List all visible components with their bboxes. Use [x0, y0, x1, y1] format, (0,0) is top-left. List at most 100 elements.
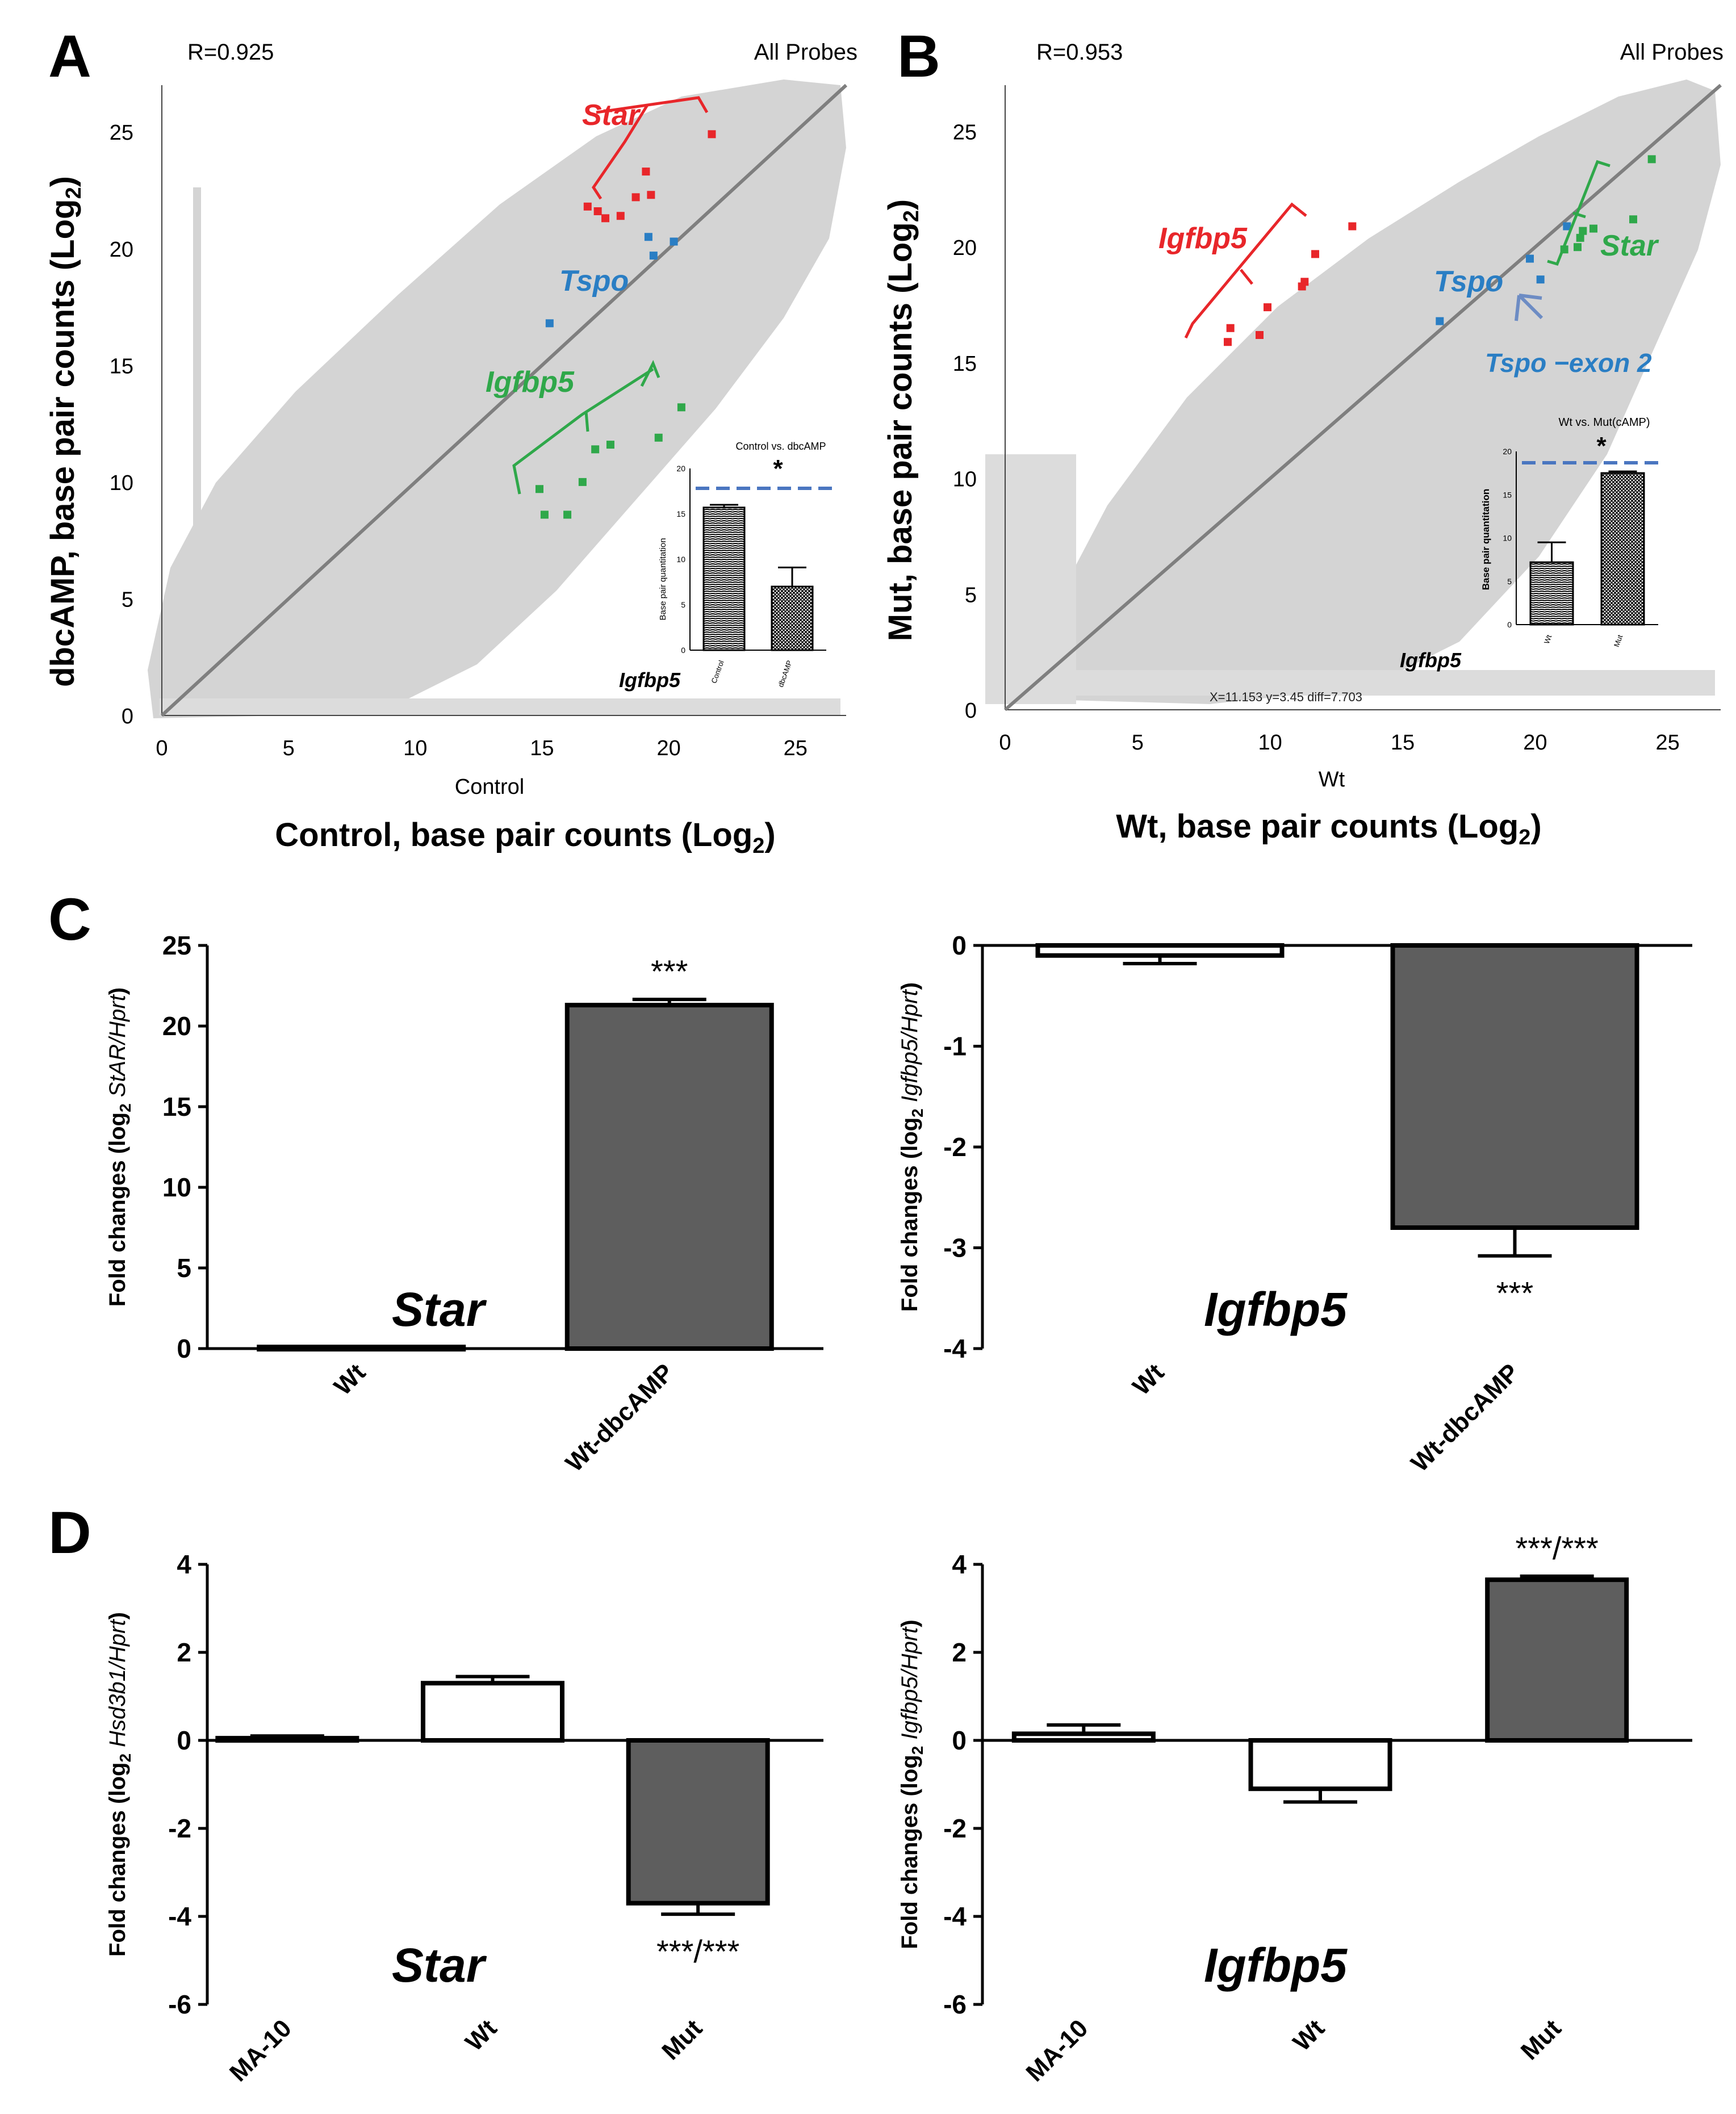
y-axis-label-suffix: ): [897, 982, 922, 990]
point-star: [1629, 215, 1637, 224]
panel-b-inset-title: Wt vs. Mut(cAMP): [1558, 416, 1650, 429]
panel-a-r-value: R=0.925: [187, 40, 274, 65]
x-tick-label: 20: [1523, 731, 1547, 755]
bar: [1248, 1738, 1392, 1791]
y-tick-label: 25: [953, 120, 977, 144]
diagonal-line: [1004, 83, 1722, 711]
y-tick-label: 0: [177, 1726, 191, 1755]
panel-a-axes: 0 5 10 15 20 25 0 5 10 15 20 25: [110, 83, 848, 760]
panel-b-gene-star: Star: [1600, 229, 1659, 262]
category-label: MA-10: [1020, 2014, 1093, 2087]
y-tick-label: 5: [177, 1253, 191, 1283]
y-tick-label: -3: [943, 1233, 967, 1263]
panel-a-inset-bar: 0 5 10 15 20 Control dbcAMP: [676, 464, 826, 688]
inset-category-label: Wt: [1542, 634, 1554, 645]
point-igfbp5: [1224, 338, 1232, 346]
category-label: MA-10: [224, 2014, 297, 2087]
point-tspo: [545, 319, 554, 328]
y-tick-label: -6: [168, 1990, 191, 2019]
category-label: Mut: [1516, 2014, 1567, 2065]
panel-a-y-label-paren: ): [44, 176, 81, 187]
significance-label: ***: [1496, 1275, 1533, 1311]
y-axis-label-sub: 2: [116, 1103, 134, 1112]
inset-category-label: Control: [709, 659, 725, 685]
y-tick-label: 2: [952, 1638, 967, 1667]
y-tick-label: 20: [953, 236, 977, 260]
y-axis-label-prefix: Fold changes (log: [105, 1763, 130, 1957]
diagonal-line: [160, 83, 848, 717]
point-star: [1574, 243, 1582, 252]
point-tspo: [649, 252, 658, 260]
x-tick-label: 15: [530, 736, 554, 760]
significance-label: ***/***: [1516, 1530, 1599, 1566]
point-igfbp5: [1264, 303, 1271, 312]
y-axis-label-suffix: ): [105, 1612, 130, 1619]
point-igfbp5: [1256, 331, 1264, 339]
y-tick-label: 5: [122, 588, 133, 612]
y-tick-label: 10: [162, 1173, 191, 1202]
panel-a-x-label-paren: ): [764, 817, 775, 853]
point-tspo: [644, 233, 652, 241]
point-star: [1589, 224, 1597, 233]
panel-c-letter: C: [48, 886, 91, 953]
y-axis-label-prefix: Fold changes (log: [105, 1112, 130, 1307]
y-tick-label: -2: [168, 1814, 191, 1843]
panel-a-star-bracket: [591, 96, 709, 200]
significance-label: ***/***: [656, 1933, 739, 1969]
panel-b-y-big-label: Mut, base pair counts (Log2): [882, 199, 923, 641]
panel-c-letter-layer: C: [48, 886, 91, 953]
x-tick-label: 0: [999, 731, 1011, 755]
y-tick-label: -4: [168, 1902, 191, 1931]
panel-c-left-bar-chart: 25 20 15 10 5 0 Fold changes (log2 StAR/Hprt) W…: [105, 931, 823, 1477]
panel-a-y-big-label: dbcAMP, base pair counts (Log2): [44, 176, 86, 687]
panel-b-highlight-points: [1224, 155, 1656, 346]
bar: [257, 1345, 466, 1352]
bar: [564, 1003, 774, 1351]
x-tick-label: 25: [1656, 731, 1680, 755]
point-igfbp5: [1300, 278, 1309, 286]
inset-y-tick-label: 0: [681, 646, 685, 655]
panel-a-probes-label: All Probes: [754, 40, 857, 65]
point-tspo: [1563, 222, 1571, 231]
inset-y-tick-label: 10: [676, 555, 685, 564]
bar: [421, 1681, 564, 1743]
y-axis-label-suffix: ): [105, 987, 130, 995]
x-tick-label: 20: [656, 736, 680, 760]
y-tick-label: -4: [943, 1334, 967, 1363]
inset-y-tick-label: 20: [676, 464, 685, 473]
y-axis-label-suffix: ): [897, 1619, 922, 1627]
panel-b-r-value: R=0.953: [1036, 40, 1123, 65]
y-axis-label-gene: Igfbp5/Hprt: [897, 989, 922, 1108]
panel-a-x-label-main: Control, base pair counts (Log: [275, 817, 752, 853]
y-tick-label: 5: [965, 583, 977, 607]
gene-label: Star: [392, 1939, 487, 1992]
bar: [626, 1738, 770, 1906]
panel-a-scatter: A R=0.925 All Probes 0 5 10 15 20 25051015202…: [44, 23, 857, 858]
y-tick-label: 25: [110, 121, 133, 145]
point-tspo: [1436, 317, 1444, 325]
inset-category-label: Mut: [1612, 634, 1625, 648]
panel-a-x-label-sub: 2: [752, 834, 764, 858]
bar: [1485, 1577, 1629, 1743]
y-axis-label-gene: StAR/Hprt: [105, 994, 130, 1103]
point-igfbp5: [540, 510, 549, 519]
y-tick-label: 10: [110, 471, 133, 495]
y-tick-label: 0: [122, 705, 133, 729]
panel-a-inset-gene: Igfbp5: [619, 668, 681, 692]
category-label: Wt: [1127, 1358, 1170, 1401]
y-tick-label: 15: [110, 354, 133, 378]
y-axis-label: Fold changes (log2 Igfbp5/Hprt): [897, 982, 926, 1312]
y-axis-label-prefix: Fold changes (log: [897, 1755, 922, 1949]
point-igfbp5: [1348, 222, 1357, 231]
panel-b-inset-gene: Igfbp5: [1400, 648, 1462, 672]
y-tick-label: -2: [943, 1814, 967, 1843]
y-axis-label: Fold changes (log2 Hsd3b1/Hprt): [105, 1612, 134, 1957]
bar: [215, 1736, 359, 1743]
panel-d-letter-layer: D: [48, 1500, 91, 1566]
point-igfbp5: [578, 478, 587, 486]
panel-b-x-big-label: Wt, base pair counts (Log2): [1116, 808, 1541, 849]
point-igfbp5: [591, 445, 600, 454]
y-axis-label: Fold changes (log2 StAR/Hprt): [105, 987, 134, 1307]
panel-b-tspo-exon-label: Tspo −exon 2: [1485, 348, 1652, 378]
point-star: [1647, 155, 1656, 164]
